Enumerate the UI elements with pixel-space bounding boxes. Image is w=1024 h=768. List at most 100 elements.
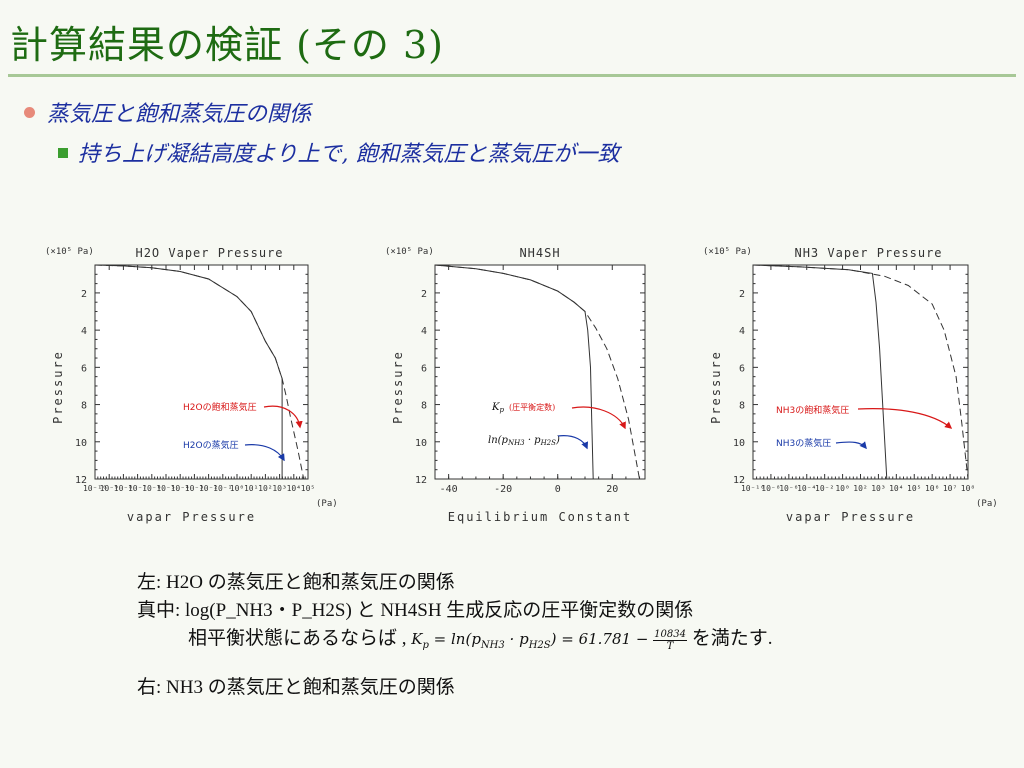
unit-label: (×10⁵ Pa) xyxy=(385,247,434,257)
x-tick-label: 10⁻¹ xyxy=(213,484,232,493)
x-tick-label: 10⁰ xyxy=(230,484,244,493)
caption-center-pre: 相平衡状態にあるならば , xyxy=(188,628,407,649)
x-tick-label: 10⁻¹⁰ xyxy=(83,484,107,493)
x-tick-label: 10⁻⁷ xyxy=(128,484,147,493)
y-tick-label: 12 xyxy=(733,475,745,486)
x-tick-label: 10⁻⁵ xyxy=(156,484,175,493)
plot-frame xyxy=(94,264,309,480)
x-unit-label: (Pa) xyxy=(976,499,998,509)
x-tick-label: 10⁻² xyxy=(815,484,834,493)
x-tick-label: 10³ xyxy=(272,484,286,493)
x-tick-label: 10² xyxy=(258,484,272,493)
x-tick-label: 10⁴ xyxy=(889,484,903,493)
x-tick-label: 10⁻⁶ xyxy=(779,484,798,493)
x-tick-label: 10¹ xyxy=(244,484,258,493)
x-tick-label: 10⁰ xyxy=(835,484,849,493)
y-tick-label: 6 xyxy=(81,363,87,374)
annotation-vapor-arrow xyxy=(835,441,867,450)
y-tick-label: 12 xyxy=(415,475,427,486)
y-tick-label: 2 xyxy=(81,289,87,300)
annotation-kp-arrow xyxy=(571,406,626,430)
caption-right: 右: NH3 の蒸気圧と飽和蒸気圧の関係 xyxy=(137,677,455,698)
chart-title: NH3 Vaper Pressure xyxy=(794,246,942,260)
y-tick-label: 8 xyxy=(421,401,427,412)
y-axis-label: Pressure xyxy=(51,350,65,424)
x-tick-label: 10² xyxy=(853,484,867,493)
x-tick-label: -40 xyxy=(440,484,458,495)
x-tick-label: 10⁻⁸ xyxy=(761,484,780,493)
y-tick-label: 2 xyxy=(739,289,745,300)
x-tick-label: 10⁻⁸ xyxy=(114,484,133,493)
annotation-saturated-arrow xyxy=(857,408,953,429)
chart-title: H2O Vaper Pressure xyxy=(135,246,283,260)
annotation-lnp-label: ln(pNH3 · pH2S) xyxy=(488,435,560,447)
x-tick-label: 20 xyxy=(606,484,618,495)
x-tick-label: 10⁵ xyxy=(907,484,921,493)
y-tick-label: 8 xyxy=(81,401,87,412)
chart-h2o-vapor-pressure: (×10⁵ Pa) H2O Vaper Pressure 2 4 6 8 10 12 Press… xyxy=(45,246,338,524)
x-tick-label: 10⁻³ xyxy=(185,484,204,493)
x-tick-label: 10⁷ xyxy=(943,484,957,493)
plot-frame xyxy=(434,264,646,480)
y-axis-label: Pressure xyxy=(391,350,405,424)
annotation-kp-label: Kp (圧平衡定数) xyxy=(491,402,555,414)
caption-left: 左: H2O の蒸気圧と飽和蒸気圧の関係 xyxy=(137,572,455,593)
bullet-dot-icon xyxy=(24,107,35,118)
annotation-vapor-label: NH3の蒸気圧 xyxy=(776,437,831,449)
y-tick-label: 10 xyxy=(733,438,745,449)
series-line-vapor xyxy=(753,265,888,479)
x-tick-label: 10⁻² xyxy=(199,484,218,493)
chart-nh3-vapor-pressure: (×10⁵ Pa) NH3 Vaper Pressure 2 4 6 8 10 12 Press… xyxy=(703,246,998,524)
chart-nh4sh: (×10⁵ Pa) NH4SH 2 4 6 8 10 12 Pressure -40 -20 0 20 E… xyxy=(385,246,646,524)
x-tick-label: 10⁻¹⁰ xyxy=(741,484,765,493)
chart-title: NH4SH xyxy=(519,246,560,260)
x-tick-label: -20 xyxy=(494,484,512,495)
x-unit-label: (Pa) xyxy=(316,499,338,509)
y-axis-label: Pressure xyxy=(709,350,723,424)
y-tick-label: 6 xyxy=(739,363,745,374)
x-tick-label: 10⁻⁹ xyxy=(100,484,119,493)
series-line-vapor xyxy=(95,265,283,479)
y-tick-label: 2 xyxy=(421,289,427,300)
x-tick-label: 10⁵ xyxy=(301,484,315,493)
annotation-vapor-arrow xyxy=(244,444,285,462)
x-tick-label: 10⁻⁴ xyxy=(171,484,190,493)
x-tick-label: 10⁴ xyxy=(287,484,301,493)
caption-formula: Kp = ln(pNH3 · pH2S) = 61.781 − 10834 T xyxy=(411,628,687,652)
annotation-saturated-label: NH3の飽和蒸気圧 xyxy=(776,404,849,416)
x-axis-label: Equilibrium Constant xyxy=(448,510,633,524)
series-line-saturated xyxy=(435,265,640,479)
series-line-vapor xyxy=(435,265,594,479)
unit-label: (×10⁵ Pa) xyxy=(703,247,752,257)
y-tick-label: 4 xyxy=(421,326,427,337)
bullet-level2: 持ち上げ凝結高度より上で, 飽和蒸気圧と蒸気圧が一致 xyxy=(58,136,620,168)
x-tick-label: 0 xyxy=(555,484,561,495)
annotation-vapor-label: H2Oの蒸気圧 xyxy=(183,439,239,451)
annotation-saturated-arrow xyxy=(263,405,303,429)
caption-center: 真中: log(P_NH3・P_H2S) と NH4SH 生成反応の圧平衡定数の… xyxy=(137,600,694,621)
y-tick-label: 4 xyxy=(81,326,87,337)
x-tick-label: 10⁻⁴ xyxy=(797,484,816,493)
x-tick-label: 10⁻⁶ xyxy=(142,484,161,493)
y-tick-label: 12 xyxy=(75,475,87,486)
y-tick-label: 10 xyxy=(415,438,427,449)
x-tick-label: 10³ xyxy=(871,484,885,493)
y-tick-label: 8 xyxy=(739,401,745,412)
x-tick-label: 10⁸ xyxy=(961,484,975,493)
caption-center-line2: 相平衡状態にあるならば , Kp = ln(pNH3 · pH2S) = 61.… xyxy=(188,623,773,652)
x-tick-label: 10⁶ xyxy=(925,484,939,493)
annotation-saturated-label: H2Oの飽和蒸気圧 xyxy=(183,401,257,413)
x-axis-label: vapar Pressure xyxy=(786,510,915,524)
bullet-level2-text: 持ち上げ凝結高度より上で, 飽和蒸気圧と蒸気圧が一致 xyxy=(78,142,620,167)
x-axis-label: vapar Pressure xyxy=(127,510,256,524)
unit-label: (×10⁵ Pa) xyxy=(45,247,94,257)
caption-center-post: を満たす. xyxy=(691,628,773,649)
y-tick-label: 10 xyxy=(75,438,87,449)
bullet-square-icon xyxy=(58,148,68,158)
bullet-level1-text: 蒸気圧と飽和蒸気圧の関係 xyxy=(47,102,312,127)
title-divider xyxy=(8,74,1016,77)
page-title: 計算結果の検証 (その 3) xyxy=(10,23,444,67)
bullet-level1: 蒸気圧と飽和蒸気圧の関係 xyxy=(24,96,311,128)
annotation-lnp-arrow xyxy=(557,435,589,450)
y-tick-label: 4 xyxy=(739,326,745,337)
